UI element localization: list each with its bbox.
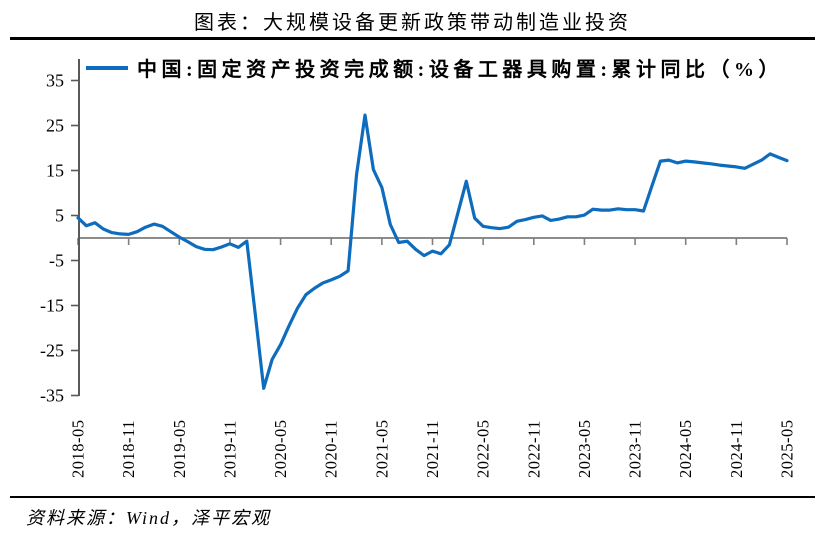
x-axis-label: 2022-11 xyxy=(524,420,543,478)
chart-title: 图表：大规模设备更新政策带动制造业投资 xyxy=(194,12,631,34)
x-axis-label: 2024-11 xyxy=(727,420,746,478)
x-axis-label: 2020-05 xyxy=(271,420,290,479)
y-axis-label: -35 xyxy=(40,386,64,406)
x-axis-label: 2021-05 xyxy=(372,420,391,479)
footer-rule xyxy=(10,496,815,498)
legend-line-swatch xyxy=(86,65,128,70)
legend: 中国:固定资产投资完成额:设备工器具购置:累计同比（%） xyxy=(86,53,783,82)
x-axis-label: 2024-05 xyxy=(676,420,695,479)
y-axis-label: -15 xyxy=(40,296,64,316)
top-rule xyxy=(10,37,815,40)
y-axis-label: -5 xyxy=(49,251,64,271)
source-note: 资料来源：Wind，泽平宏观 xyxy=(26,508,272,528)
x-axis-label: 2018-05 xyxy=(69,420,88,479)
legend-label: 中国:固定资产投资完成额:设备工器具购置:累计同比（%） xyxy=(137,59,783,81)
x-axis-label: 2023-11 xyxy=(626,420,645,478)
y-axis-label: 25 xyxy=(46,116,64,136)
series-line xyxy=(76,113,789,390)
x-axis-label: 2023-05 xyxy=(575,420,594,479)
y-axis-label: 35 xyxy=(46,71,64,91)
x-axis-label: 2022-05 xyxy=(474,420,493,478)
x-axis-label: 2021-11 xyxy=(423,420,442,478)
x-axis-label: 2019-05 xyxy=(170,420,189,479)
y-axis-label: -25 xyxy=(40,341,64,361)
x-axis-label: 2018-11 xyxy=(119,420,138,478)
x-axis-label: 2025-05 xyxy=(778,420,797,479)
y-axis-label: 5 xyxy=(55,206,64,226)
x-axis-label: 2020-11 xyxy=(322,420,341,478)
x-axis-label: 2019-11 xyxy=(220,420,239,478)
y-axis-label: 15 xyxy=(46,161,64,181)
